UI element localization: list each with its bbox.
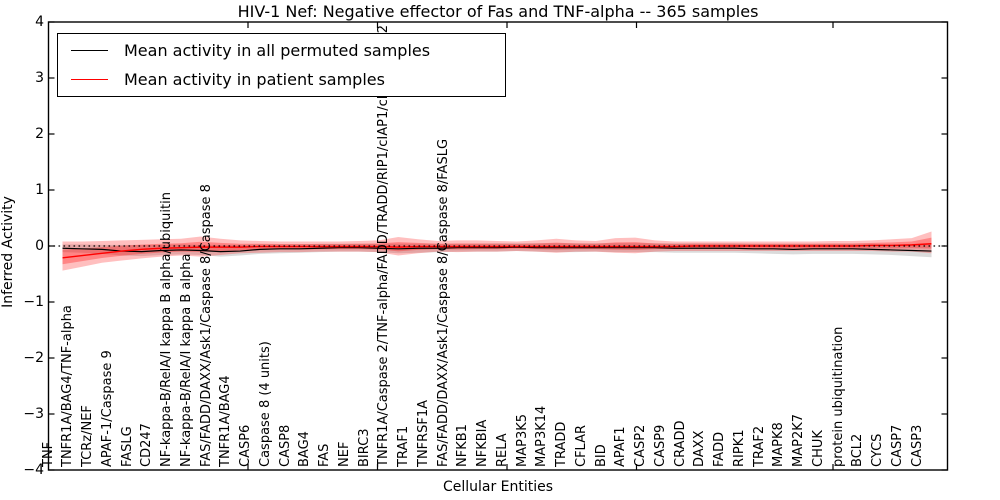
chart-title: HIV-1 Nef: Negative effector of Fas and …	[237, 2, 759, 21]
x-tick-label: APAF-1/Caspase 9	[99, 350, 115, 467]
x-tick-label: NFKBIA	[475, 419, 490, 467]
x-tick-label: FAS/FADD/DAXX/Ask1/Caspase 8/Caspase 8	[198, 184, 214, 467]
x-axis-label: Cellular Entities	[442, 479, 554, 495]
legend-item-permuted: Mean activity in all permuted samples	[71, 40, 505, 62]
patient-mean-line	[62, 243, 932, 259]
x-tick-label: MAP3K5	[514, 413, 530, 467]
patient-band-inner	[62, 237, 932, 265]
x-tick-label: CASP6	[238, 424, 253, 467]
x-tick-label: TRAF2	[751, 425, 767, 467]
y-tick-label: 3	[35, 70, 44, 86]
x-tick-label: MAP3K14	[534, 405, 550, 467]
x-tick-label: Caspase 8 (4 units)	[257, 341, 273, 467]
x-tick-label: FAS	[317, 443, 332, 467]
x-tick-label: NF-kappa-B/RelA/I kappa B alpha/ubiquiti…	[159, 192, 174, 467]
x-tick-label: protein ubiquitination	[830, 326, 846, 467]
x-tick-label: TNFR1A/BAG4	[218, 375, 234, 467]
patient-band-outer	[62, 231, 932, 271]
x-tick-label: CASP8	[277, 424, 293, 467]
x-tick-label: RELA	[494, 433, 510, 467]
y-tick-label: −4	[23, 462, 44, 478]
x-tick-label: TNFRSF1A	[415, 399, 431, 467]
y-tick-label: −3	[23, 406, 44, 422]
x-tick-label: CD247	[139, 423, 155, 467]
x-tick-label: CASP2	[633, 424, 648, 467]
x-tick-label: RIPK1	[731, 429, 747, 467]
x-tick-label: MAP2K7	[791, 413, 806, 467]
x-tick-label: CFLAR	[573, 424, 589, 467]
legend-label-patient: Mean activity in patient samples	[124, 70, 385, 89]
legend: Mean activity in all permuted samples Me…	[57, 33, 506, 97]
permuted-mean-line	[62, 246, 932, 253]
legend-item-patient: Mean activity in patient samples	[71, 69, 505, 91]
x-tick-label: FASLG	[119, 426, 135, 467]
x-tick-label: TNFR1A/BAG4/TNF-alpha	[60, 305, 76, 467]
x-tick-label: CHUK	[810, 430, 826, 467]
x-tick-label: TRADD	[554, 421, 569, 467]
legend-label-permuted: Mean activity in all permuted samples	[124, 41, 431, 60]
x-tick-label: NF-kappa-B/RelA/I kappa B alpha	[178, 253, 194, 467]
x-tick-label: CASP9	[652, 424, 668, 467]
x-tick-label: DAXX	[692, 430, 708, 468]
x-tick-label: APAF1	[613, 426, 629, 467]
x-tick-label: BCL2	[850, 433, 866, 467]
y-tick-label: 4	[35, 14, 44, 30]
x-tick-label: CYCS	[870, 433, 885, 467]
x-tick-label: BIRC3	[356, 428, 372, 468]
legend-line-red-icon	[71, 79, 108, 80]
y-tick-label: 0	[35, 238, 44, 254]
y-tick-label: −2	[23, 350, 44, 366]
x-tick-label: MAPK8	[771, 422, 787, 467]
x-tick-label: FAS/FADD/DAXX/Ask1/Caspase 8/Caspase 8/F…	[435, 138, 451, 467]
y-tick-label: 2	[35, 126, 44, 142]
x-tick-label: TRAF1	[396, 425, 411, 467]
x-tick-label: NFKB1	[455, 424, 471, 467]
y-tick-label: 1	[35, 182, 44, 198]
x-tick-label: CASP7	[889, 424, 905, 467]
x-tick-label: TCRz/NEF	[80, 405, 95, 467]
x-tick-label: BID	[593, 444, 609, 467]
x-tick-label: BAG4	[297, 431, 313, 467]
x-tick-label: NEF	[336, 441, 352, 467]
y-tick-label: −1	[23, 294, 44, 310]
x-tick-label: CASP3	[909, 424, 925, 467]
x-tick-label: CRADD	[672, 420, 688, 468]
x-tick-label: FADD	[712, 431, 727, 467]
legend-line-black-icon	[71, 50, 108, 51]
